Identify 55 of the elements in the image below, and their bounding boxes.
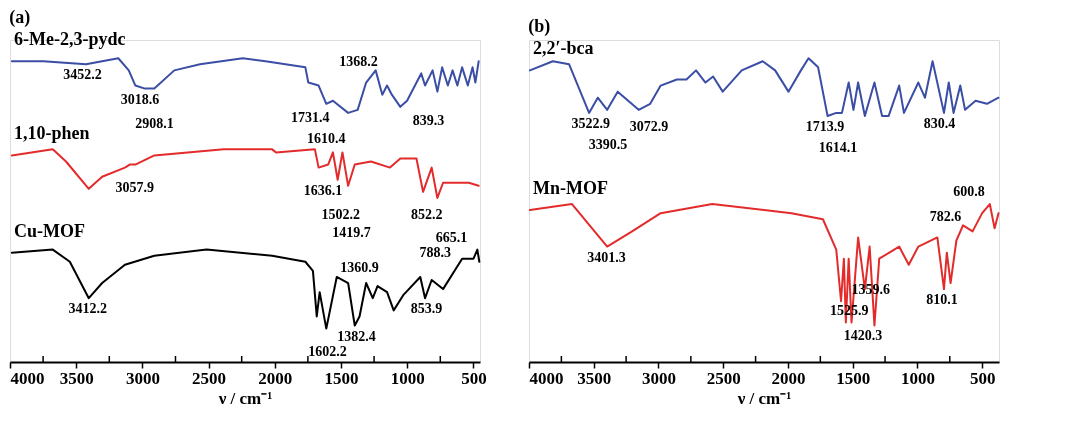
annotation: 1368.2: [339, 53, 378, 69]
annotation: 3057.9: [115, 179, 154, 195]
annotation: 3401.3: [587, 249, 626, 265]
x-tick-label: 2500: [706, 368, 741, 388]
chart-title: (a): [9, 7, 31, 29]
x-tick-label: 2000: [258, 368, 293, 388]
annotation: 830.4: [923, 115, 956, 131]
x-tick-label: 1000: [900, 368, 935, 388]
annotation: 852.2: [411, 206, 443, 222]
annotation: 1602.2: [308, 343, 347, 359]
series-label: Cu-MOF: [14, 220, 85, 241]
annotation: 782.6: [929, 208, 962, 224]
annotation: 810.1: [926, 292, 958, 308]
annotation: 839.3: [412, 112, 445, 128]
x-tick-label: 4000: [529, 368, 564, 388]
x-tick-label: 3500: [577, 368, 612, 388]
series-label: 2,2′-bca: [533, 38, 594, 59]
x-tick-label: 4000: [10, 368, 45, 388]
series-label: 6-Me-2,3-pydc: [14, 29, 126, 50]
x-tick-label: 3000: [641, 368, 676, 388]
annotation: 3412.2: [68, 301, 108, 317]
annotation: 1382.4: [337, 328, 376, 344]
chart-title: (b): [528, 16, 551, 37]
annotation: 3018.6: [120, 91, 160, 107]
x-tick-label: 500: [969, 368, 996, 388]
x-tick-label: 500: [461, 368, 487, 388]
annotation: 1713.9: [805, 118, 845, 134]
x-tick-label: 1500: [324, 368, 359, 388]
annotation: 1610.4: [307, 130, 346, 146]
annotation: 665.1: [435, 229, 468, 245]
annotation: 853.9: [410, 301, 443, 317]
annotation: 3452.2: [63, 67, 102, 83]
x-tick-label: 1500: [836, 368, 871, 388]
annotation: 1731.4: [291, 109, 330, 125]
x-tick-label: 2000: [771, 368, 806, 388]
annotation: 1420.3: [843, 328, 883, 344]
x-tick-label: 2500: [192, 368, 227, 388]
annotation: 2908.1: [135, 115, 174, 131]
x-axis-title: ν / cm⁻¹: [736, 388, 792, 408]
annotation: 1419.7: [332, 224, 371, 240]
x-tick-label: 1000: [390, 368, 425, 388]
x-tick-label: 3500: [59, 368, 94, 388]
annotation: 1636.1: [303, 182, 343, 198]
annotation: 3072.9: [629, 118, 669, 134]
x-tick-label: 3000: [125, 368, 160, 388]
series-label: Mn-MOF: [533, 178, 608, 199]
annotation: 600.8: [953, 184, 985, 200]
annotation: 1614.1: [818, 139, 858, 155]
annotation: 788.3: [419, 245, 451, 261]
annotation: 3522.9: [571, 115, 611, 131]
x-axis-title: ν / cm⁻¹: [217, 388, 273, 408]
annotation: 1360.9: [340, 260, 379, 276]
series-label: 1,10-phen: [14, 123, 90, 144]
annotation: 1502.2: [321, 206, 360, 222]
annotation: 3390.5: [588, 136, 628, 152]
